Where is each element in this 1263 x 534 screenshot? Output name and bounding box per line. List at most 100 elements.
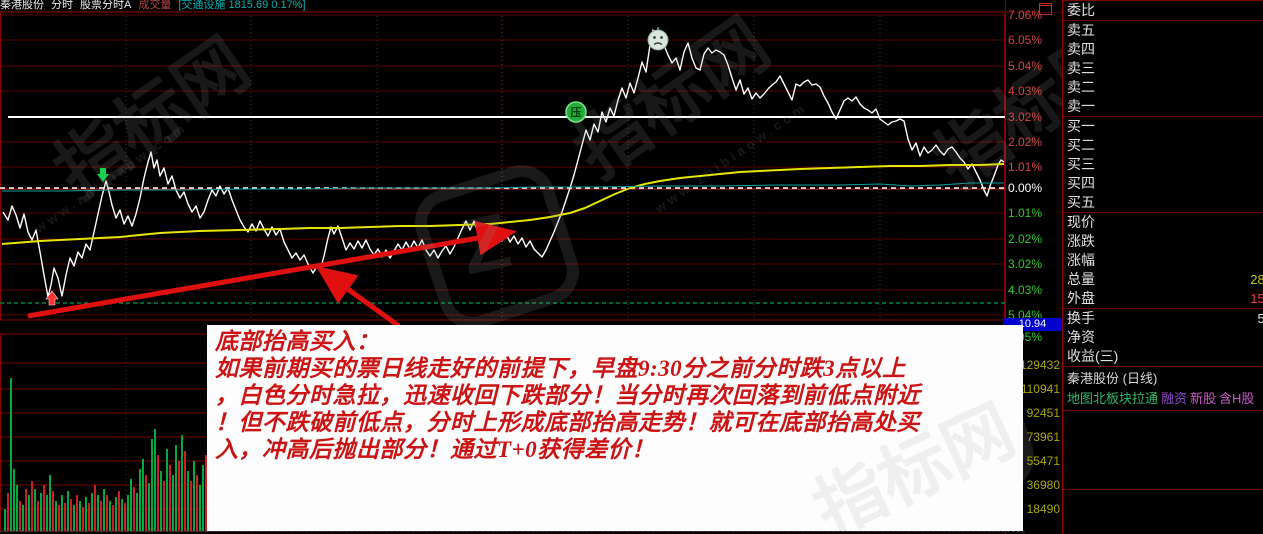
price-axis-label: 4.03% [1008,84,1043,98]
volume-axis-label: 73961 [1026,430,1060,444]
indicator-fenshi-a[interactable]: 股票分时A [80,0,132,11]
annotation-box: 底部抬高买入： 如果前期买的票日线走好的前提下，早盘9:30分之前分时跌3点以上，… [207,325,1023,531]
panel-row-label: 买四 [1067,175,1095,191]
panel-row-换手[interactable]: 换手 51 [1063,309,1263,328]
panel-row-总量[interactable]: 总量 286 [1063,270,1263,289]
panel-row-label: 涨跌 [1067,233,1095,249]
panel-row-外盘[interactable]: 外盘 152 [1063,289,1263,308]
price-axis-label: 5.04% [1008,59,1043,73]
annotation-line: 入，冲高后抛出部分！通过T+0获得差价！ [215,437,655,462]
panel-empty-section [1063,411,1263,490]
annotation-line: 底部抬高买入： [215,329,380,354]
price-axis-label: 4.03% [1008,283,1043,297]
panel-row-label: 净资 [1067,329,1095,345]
panel-row-label: 卖二 [1067,79,1095,95]
price-axis-label: 2.02% [1008,232,1043,246]
panel-row-label: 总量 [1067,271,1095,287]
annotation-line: ，白色分时急拉，迅速收回下跌部分！当分时再次回落到前低点附近 [215,383,920,408]
panel-row-现价[interactable]: 现价1 [1063,213,1263,232]
panel-group: 买一1买二1买三1买四1买五1 [1063,117,1263,213]
annotation-line: ！但不跌破前低点，分时上形成底部抬高走势！就可在底部抬高处买 [215,410,920,435]
price-axis-label: 3.02% [1008,257,1043,271]
volume-axis-label: 18490 [1026,502,1060,516]
panel-group: 卖五1卖四1卖三1卖二1卖一1 [1063,21,1263,117]
panel-row-买一[interactable]: 买一1 [1063,117,1263,136]
concept-tag[interactable]: 含H股 [1219,391,1255,406]
volume-axis-label: 36980 [1026,478,1060,492]
panel-row-卖二[interactable]: 卖二1 [1063,78,1263,97]
price-axis-label: 7.06% [1008,8,1043,22]
panel-row-卖一[interactable]: 卖一1 [1063,97,1263,116]
concept-tag[interactable]: 融资 [1161,391,1188,406]
panel-row-label: 买五 [1067,194,1095,210]
panel-row-label: 卖三 [1067,60,1095,76]
panel-row-买五[interactable]: 买五1 [1063,193,1263,212]
panel-row-label: 买一 [1067,118,1095,134]
price-axis-label: 0.00% [1008,181,1043,195]
panel-row-label: 收益(三) [1067,348,1119,364]
low-point-arrow-up-icon [45,290,59,306]
price-axis-label: 6.05% [1008,33,1043,47]
panel-row-label: 卖五 [1067,22,1095,38]
panel-row-卖三[interactable]: 卖三1 [1063,59,1263,78]
panel-row-买二[interactable]: 买二1 [1063,136,1263,155]
panel-row-label: 涨幅 [1067,252,1095,268]
price-axis-label: 1.01% [1008,206,1043,220]
panel-row-涨幅[interactable]: 涨幅1 [1063,251,1263,270]
order-book-panel: 委比4卖五1卖四1卖三1卖二1卖一1买一1买二1买三1买四1买五1现价1涨跌涨幅… [1062,0,1263,534]
industry-link[interactable]: [交通设施 1815.69 0.17%] [178,0,306,11]
panel-group: 委比4 [1063,0,1263,21]
panel-row-label: 买三 [1067,156,1095,172]
panel-row-委比[interactable]: 委比4 [1063,1,1263,20]
volume-axis-label: 110941 [1020,382,1060,396]
panel-row-value: 152 [1250,291,1263,306]
stock-concept-tags[interactable]: 地图北板块拉通 融资 新股 含H股 [1063,389,1263,411]
tab-fenshi[interactable]: 分时 [51,0,73,11]
chart-title-bar: 秦港股份 分时 股票分时A 成交量 [交通设施 1815.69 0.17%] [0,0,1263,13]
panel-row-label: 卖一 [1067,98,1095,114]
panel-row-买三[interactable]: 买三1 [1063,155,1263,174]
pressure-badge-icon [565,101,587,123]
volume-axis-label: 92451 [1026,406,1060,420]
volume-axis-label: 55471 [1026,454,1060,468]
panel-row-value: 286 [1250,272,1263,287]
buy-point-arrow-down-icon [97,168,109,182]
face-emoji-icon [647,29,669,51]
panel-row-label: 换手 [1067,310,1095,326]
panel-group: 现价1涨跌涨幅1总量 286 外盘 152 [1063,213,1263,309]
concept-tag[interactable]: 地图北板块拉通 [1067,391,1159,406]
stock-name: 秦港股份 [0,0,44,11]
restore-window-icon[interactable] [1039,3,1052,15]
panel-row-label: 卖四 [1067,41,1095,57]
annotation-line: 如果前期买的票日线走好的前提下，早盘9:30分之前分时跌3点以上 [215,356,906,381]
panel-row-收益(三)[interactable]: 收益(三)0 [1063,347,1263,366]
panel-row-value: 51 [1258,309,1263,328]
panel-row-label: 买二 [1067,137,1095,153]
current-price-tag: 10.94 [1003,318,1062,331]
trend-arrows [27,220,517,329]
panel-row-净资[interactable]: 净资 [1063,328,1263,347]
svg-text:压: 压 [571,105,582,119]
indicator-volume[interactable]: 成交量 [138,0,172,11]
volume-axis-label: 129432 [1019,358,1060,372]
chart-markers: 压 [45,27,669,306]
price-axis-label: 2.02% [1008,135,1043,149]
volume-bars [4,378,207,531]
panel-footer-title[interactable]: 秦港股份 (日线) [1067,371,1158,386]
price-lines [1,29,1005,298]
panel-row-卖五[interactable]: 卖五1 [1063,21,1263,40]
price-axis-label: 3.02% [1008,110,1043,124]
panel-row-label: 外盘 [1067,290,1095,306]
panel-row-涨跌[interactable]: 涨跌 [1063,232,1263,251]
concept-tag[interactable]: 新股 [1190,391,1217,406]
reference-lines [0,116,1005,304]
panel-row-买四[interactable]: 买四1 [1063,174,1263,193]
panel-empty-section [1063,490,1263,534]
panel-row-label: 现价 [1067,214,1095,230]
pane-bottom-border [0,531,1025,532]
price-axis-label: 1.01% [1008,160,1043,174]
panel-row-label: 委比 [1067,2,1095,18]
panel-row-卖四[interactable]: 卖四1 [1063,40,1263,59]
